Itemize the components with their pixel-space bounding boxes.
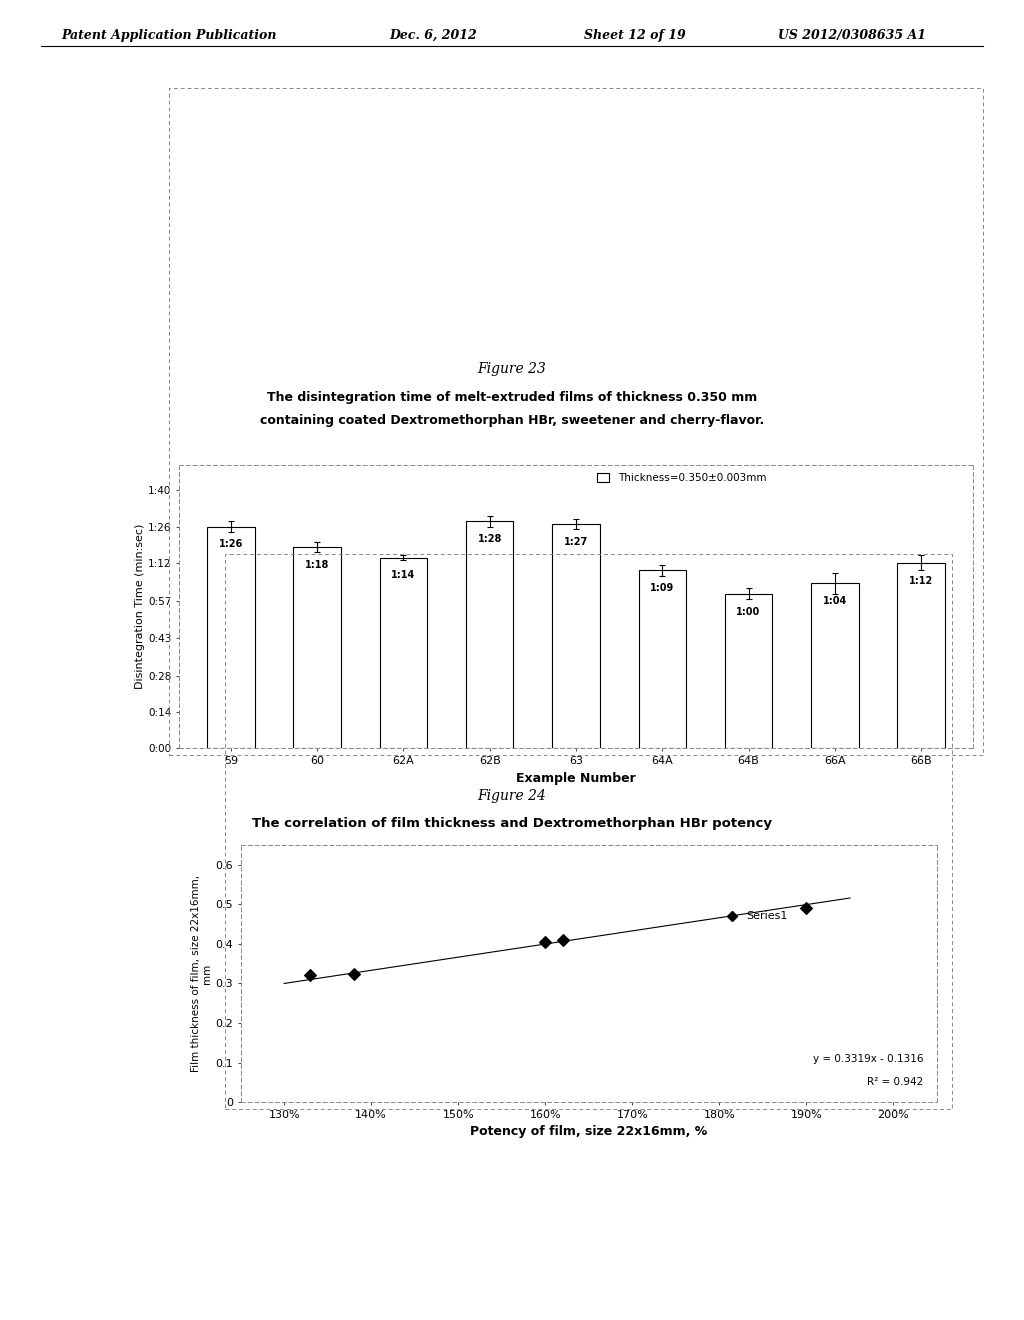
Bar xyxy=(294,548,341,748)
Point xyxy=(555,929,571,950)
Text: US 2012/0308635 A1: US 2012/0308635 A1 xyxy=(778,29,927,42)
Point xyxy=(346,964,362,985)
Text: 1:09: 1:09 xyxy=(650,583,675,593)
Text: The correlation of film thickness and Dextromethorphan HBr potency: The correlation of film thickness and De… xyxy=(252,817,772,830)
Bar xyxy=(380,557,427,748)
Text: R² = 0.942: R² = 0.942 xyxy=(866,1077,923,1086)
Text: 1:27: 1:27 xyxy=(564,537,588,546)
Bar xyxy=(725,594,772,748)
Text: Dec. 6, 2012: Dec. 6, 2012 xyxy=(389,29,477,42)
Text: y = 0.3319x - 0.1316: y = 0.3319x - 0.1316 xyxy=(812,1053,923,1064)
Point xyxy=(302,965,318,986)
Bar xyxy=(897,562,945,748)
Text: Patent Application Publication: Patent Application Publication xyxy=(61,29,276,42)
Text: 1:04: 1:04 xyxy=(822,597,847,606)
Text: 1:12: 1:12 xyxy=(909,576,933,586)
Legend: Thickness=0.350±0.003mm: Thickness=0.350±0.003mm xyxy=(594,470,769,486)
Y-axis label: Film thickness of film, size 22x16mm,
mm: Film thickness of film, size 22x16mm, mm xyxy=(190,875,212,1072)
Text: 1:00: 1:00 xyxy=(736,607,761,616)
Point xyxy=(538,932,554,953)
X-axis label: Example Number: Example Number xyxy=(516,772,636,784)
Legend: Series1: Series1 xyxy=(717,907,793,925)
X-axis label: Potency of film, size 22x16mm, %: Potency of film, size 22x16mm, % xyxy=(470,1126,708,1138)
Text: Figure 24: Figure 24 xyxy=(477,789,547,804)
Y-axis label: Disintegration Time (min:sec): Disintegration Time (min:sec) xyxy=(135,524,145,689)
Bar xyxy=(811,583,858,748)
Text: 1:18: 1:18 xyxy=(305,560,330,570)
Text: Sheet 12 of 19: Sheet 12 of 19 xyxy=(584,29,685,42)
Text: 1:26: 1:26 xyxy=(219,540,243,549)
Text: 1:14: 1:14 xyxy=(391,570,416,581)
Bar xyxy=(639,570,686,748)
Point xyxy=(799,898,815,919)
Text: The disintegration time of melt-extruded films of thickness 0.350 mm: The disintegration time of melt-extruded… xyxy=(267,391,757,404)
Text: 1:28: 1:28 xyxy=(477,535,502,544)
Bar xyxy=(207,527,255,748)
Text: containing coated Dextromethorphan HBr, sweetener and cherry-flavor.: containing coated Dextromethorphan HBr, … xyxy=(260,414,764,428)
Text: Figure 23: Figure 23 xyxy=(477,362,547,376)
Bar xyxy=(552,524,600,748)
Bar xyxy=(466,521,513,748)
